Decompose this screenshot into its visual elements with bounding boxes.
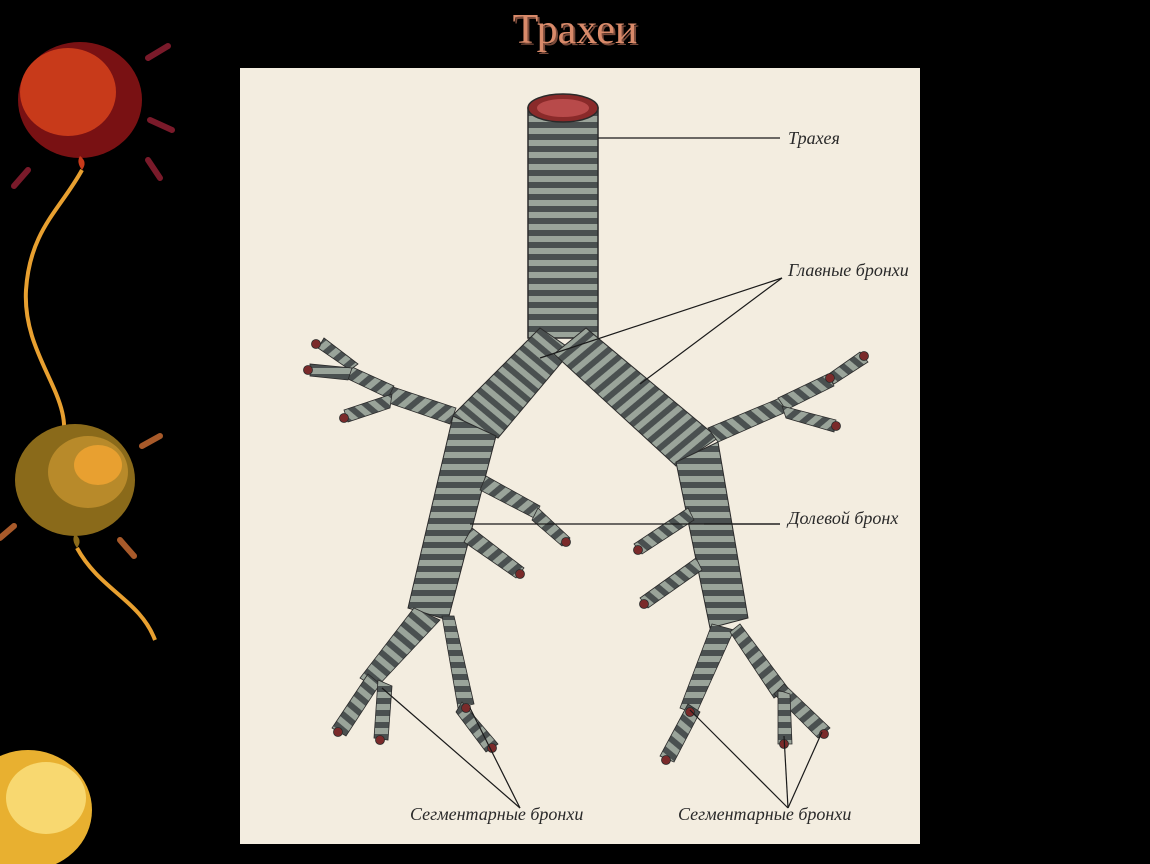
left-main-bronchus (450, 328, 572, 438)
decoration-left (0, 0, 200, 864)
label-main-bronchi: Главные бронхи (788, 260, 909, 282)
balloon-yellow (0, 750, 92, 864)
right-lobar-bronchus (676, 442, 748, 628)
page-title: Трахеи (0, 6, 1150, 54)
right-main-bronchus (554, 328, 718, 466)
trachea-tube (528, 94, 598, 338)
label-trachea: Трахея (788, 128, 840, 150)
label-lobar-bronchus: Долевой бронх (788, 508, 898, 530)
left-lobar-bronchus (408, 416, 496, 620)
label-segmental-right: Сегментарные бронхи (678, 804, 851, 826)
label-segmental-left: Сегментарные бронхи (410, 804, 583, 826)
balloon-olive (0, 424, 160, 640)
trachea-diagram: Трахея Главные бронхи Долевой бронх Сегм… (240, 68, 920, 844)
balloon-red (14, 42, 172, 450)
